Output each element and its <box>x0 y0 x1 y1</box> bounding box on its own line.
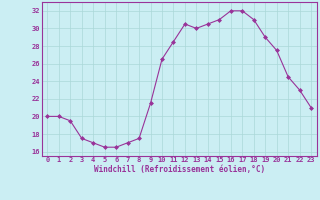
X-axis label: Windchill (Refroidissement éolien,°C): Windchill (Refroidissement éolien,°C) <box>94 165 265 174</box>
